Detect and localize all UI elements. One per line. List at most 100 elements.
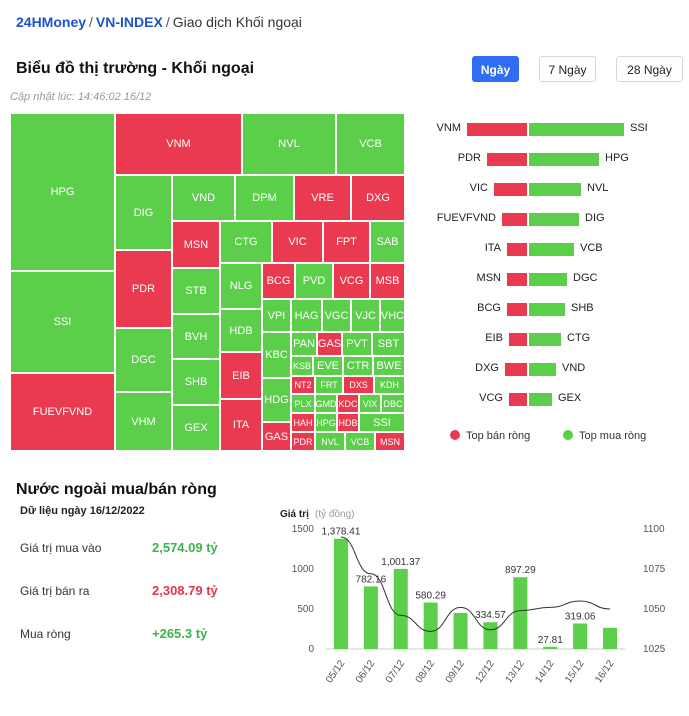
treemap-cell-frt[interactable]: FRT [315,376,343,394]
treemap-cell-hpg[interactable]: HPG [10,113,115,271]
net-sell-bar-msn[interactable] [507,273,527,286]
bar-value-label: 334.57 [475,610,506,621]
net-sell-bar-dxg[interactable] [505,363,527,376]
treemap-cell-dgc[interactable]: DGC [115,328,172,392]
treemap-cell-vre[interactable]: VRE [294,175,351,221]
net-sell-bar-ita[interactable] [507,243,527,256]
period-7-day-button[interactable]: 7 Ngày [539,56,596,82]
treemap-cell-vjc[interactable]: VJC [351,299,380,332]
treemap-cell-bcg[interactable]: BCG [262,263,295,299]
treemap-cell-pdr[interactable]: PDR [291,432,315,451]
treemap-cell-gmd[interactable]: GMD [315,394,337,413]
net-buy-label-hpg: HPG [605,152,629,164]
y-tick-label: 1500 [292,524,315,535]
treemap-cell-vhc[interactable]: VHC [380,299,405,332]
treemap-cell-kdc[interactable]: KDC [337,394,359,413]
treemap-cell-dbc[interactable]: DBC [381,394,405,413]
treemap-cell-hdb[interactable]: HDB [337,413,359,432]
treemap-cell-vnm[interactable]: VNM [115,113,242,175]
treemap-cell-gas[interactable]: GAS [262,422,291,451]
treemap-cell-eve[interactable]: EVE [313,356,343,376]
treemap-cell-nt2[interactable]: NT2 [291,376,315,394]
net-sell-bar-vic[interactable] [494,183,527,196]
treemap-cell-shb[interactable]: SHB [172,359,220,405]
net-buy-label-shb: SHB [571,302,594,314]
treemap-cell-vcb[interactable]: VCB [336,113,405,175]
treemap-cell-pdr[interactable]: PDR [115,250,172,328]
treemap-cell-kdh[interactable]: KDH [374,376,405,394]
net-sell-bar-bcg[interactable] [507,303,527,316]
treemap-cell-ita[interactable]: ITA [220,399,262,451]
treemap-cell-vgc[interactable]: VGC [322,299,351,332]
treemap-cell-fpt[interactable]: FPT [323,221,370,263]
net-buy-bar-vnd[interactable] [529,363,556,376]
net-sell-label-ita: ITA [484,242,501,254]
treemap-cell-stb[interactable]: STB [172,268,220,314]
period-28-day-button[interactable]: 28 Ngày [616,56,683,82]
treemap-cell-ksb[interactable]: KSB [291,356,313,376]
treemap-cell-msn[interactable]: MSN [172,221,220,268]
treemap-cell-ssi[interactable]: SSI [10,271,115,373]
treemap-cell-msn[interactable]: MSN [375,432,405,451]
net-sell-bar-vnm[interactable] [467,123,527,136]
treemap-cell-nvl[interactable]: NVL [242,113,336,175]
breadcrumb-home-link[interactable]: 24HMoney [16,14,87,30]
breadcrumb-index-link[interactable]: VN-INDEX [95,14,163,30]
y-tick-label: 1000 [292,564,315,575]
treemap-cell-kbc[interactable]: KBC [262,332,291,378]
net-buy-bar-shb[interactable] [529,303,565,316]
treemap-cell-fuevfvnd[interactable]: FUEVFVND [10,373,115,451]
net-buy-bar-nvl[interactable] [529,183,581,196]
treemap-cell-ssi[interactable]: SSI [359,413,405,432]
treemap-cell-eib[interactable]: EIB [220,352,262,399]
net-sell-bar-vcg[interactable] [509,393,527,406]
treemap-cell-plx[interactable]: PLX [291,394,315,413]
net-buy-bar-ssi[interactable] [529,123,624,136]
treemap-cell-hpg[interactable]: HPG [315,413,337,432]
legend-buy: Top mua ròng [563,430,646,442]
treemap-cell-dig[interactable]: DIG [115,175,172,250]
x-tick-label: 08/12 [414,658,438,685]
net-sell-bar-pdr[interactable] [487,153,527,166]
net-buy-bar-gex[interactable] [529,393,552,406]
net-sell-bar-eib[interactable] [509,333,527,346]
treemap-cell-bwe[interactable]: BWE [373,356,405,376]
treemap-cell-ctr[interactable]: CTR [343,356,373,376]
treemap-cell-msb[interactable]: MSB [370,263,405,299]
treemap-cell-sab[interactable]: SAB [370,221,405,263]
net-buy-bar-hpg[interactable] [529,153,599,166]
bar-value-label: 782.16 [356,574,387,585]
treemap-cell-dxg[interactable]: DXG [351,175,405,221]
treemap-cell-dxs[interactable]: DXS [343,376,374,394]
net-buy-bar-dig[interactable] [529,213,579,226]
treemap-cell-gas[interactable]: GAS [317,332,342,356]
treemap-cell-bvh[interactable]: BVH [172,314,220,359]
treemap-cell-ctg[interactable]: CTG [220,221,272,263]
treemap-cell-dpm[interactable]: DPM [235,175,294,221]
treemap-cell-vix[interactable]: VIX [359,394,381,413]
treemap-cell-hdb[interactable]: HDB [220,309,262,352]
net-sell-bar-fuevfvnd[interactable] [502,213,527,226]
treemap-cell-vnd[interactable]: VND [172,175,235,221]
treemap-cell-nvl[interactable]: NVL [315,432,345,451]
treemap-cell-pvt[interactable]: PVT [342,332,372,356]
treemap-cell-vpi[interactable]: VPI [262,299,291,332]
treemap-cell-gex[interactable]: GEX [172,405,220,451]
treemap-cell-pan[interactable]: PAN [291,332,317,356]
treemap-cell-sbt[interactable]: SBT [372,332,405,356]
period-day-button[interactable]: Ngày [472,56,519,82]
bar-14/12 [543,646,558,649]
treemap-cell-vic[interactable]: VIC [272,221,323,263]
treemap-cell-nlg[interactable]: NLG [220,263,262,309]
treemap-cell-vhm[interactable]: VHM [115,392,172,451]
x-tick-label: 09/12 [444,658,468,685]
treemap-cell-pvd[interactable]: PVD [295,263,333,299]
treemap-cell-hag[interactable]: HAG [291,299,322,332]
net-buy-bar-vcb[interactable] [529,243,574,256]
net-buy-bar-ctg[interactable] [529,333,561,346]
treemap-cell-hdg[interactable]: HDG [262,378,291,422]
net-buy-bar-dgc[interactable] [529,273,567,286]
treemap-cell-vcb[interactable]: VCB [345,432,375,451]
treemap-cell-hah[interactable]: HAH [291,413,315,432]
treemap-cell-vcg[interactable]: VCG [333,263,370,299]
